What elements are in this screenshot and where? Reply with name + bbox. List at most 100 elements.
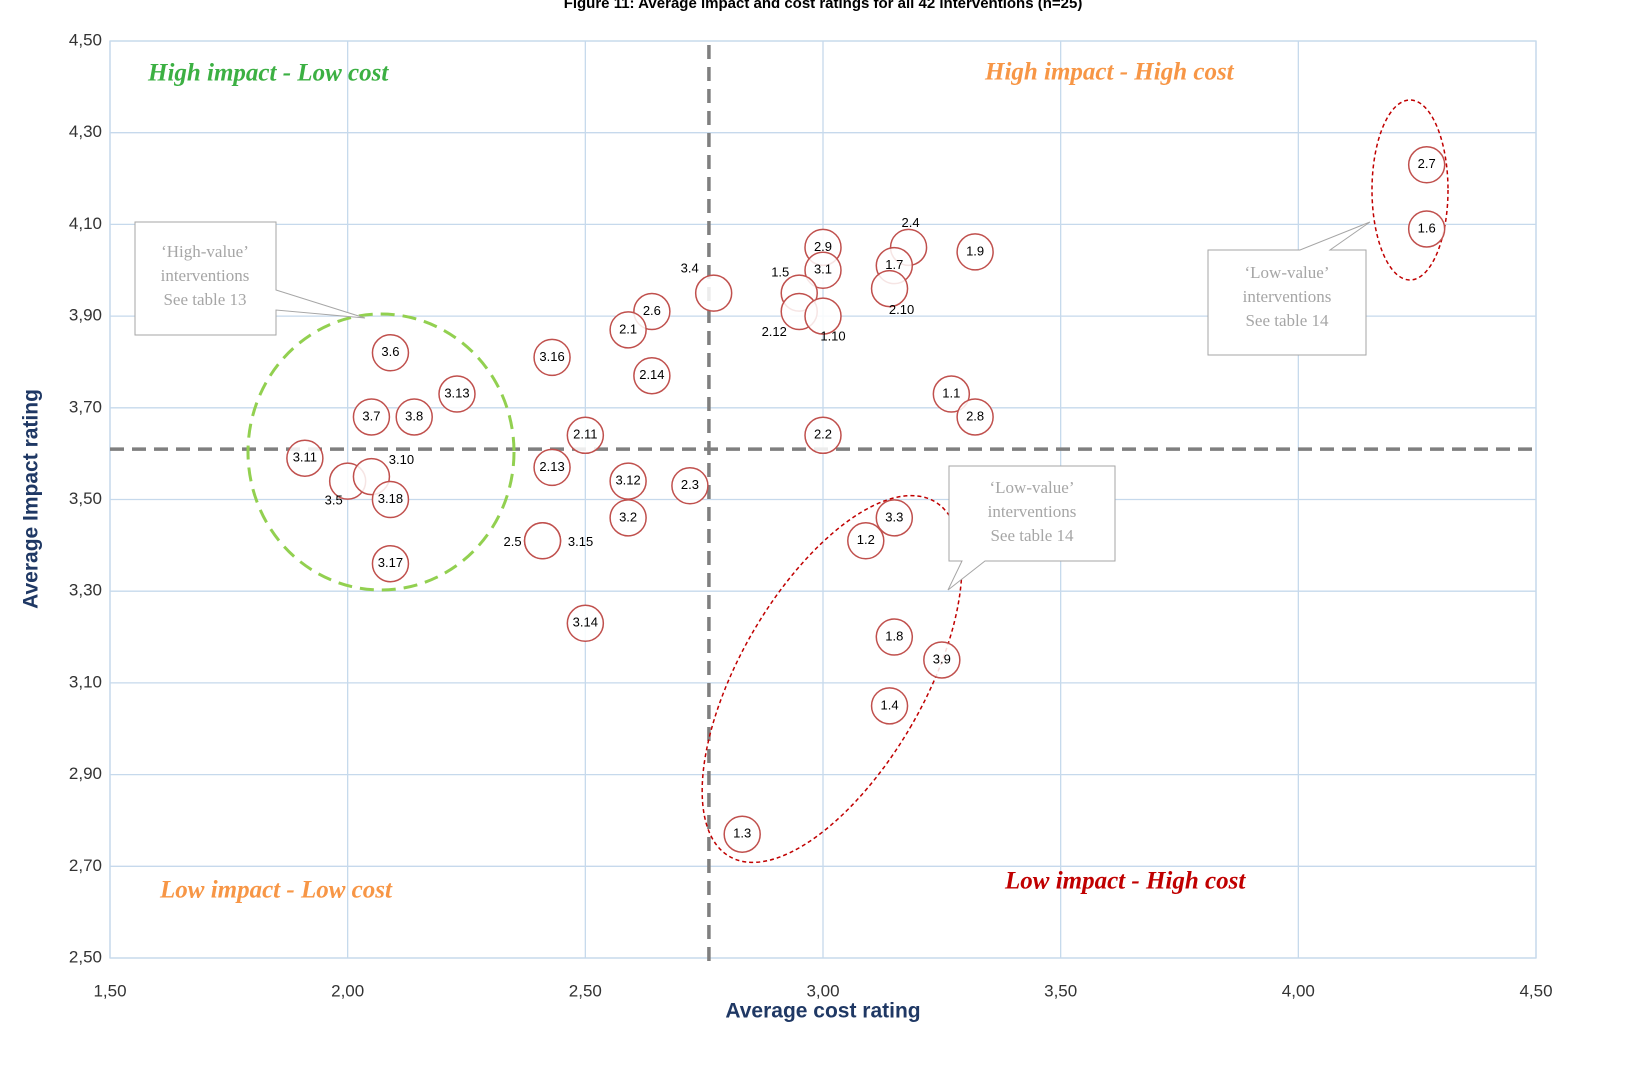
point — [723, 815, 761, 853]
quadrant-label: Low impact - Low cost — [159, 877, 393, 904]
point-label: 3.11 — [293, 450, 317, 465]
y-tick-label: 2,70 — [69, 856, 102, 875]
x-tick-label: 4,50 — [1519, 981, 1552, 1000]
x-axis-label: Average cost rating — [725, 1000, 920, 1023]
point — [875, 499, 914, 537]
callout-text: ‘Low-value’ — [1245, 263, 1330, 282]
callout-text: interventions — [161, 266, 250, 285]
point — [523, 522, 562, 560]
point — [932, 375, 971, 413]
point — [804, 297, 842, 335]
y-tick-label: 4,50 — [69, 30, 102, 49]
point — [870, 269, 909, 308]
point-label: 2.11 — [573, 427, 597, 442]
point — [352, 398, 391, 436]
x-tick-label: 1,50 — [93, 981, 126, 1000]
point — [371, 544, 410, 583]
point-label: 3.15 — [568, 534, 593, 549]
point-label: 2.14 — [639, 367, 664, 382]
high-value-circle — [246, 312, 516, 592]
quadrant-label: Low impact - High cost — [1004, 868, 1246, 895]
point-label: 1.8 — [885, 628, 903, 643]
y-tick-label: 3,10 — [69, 672, 102, 691]
point-label: 3.8 — [405, 408, 423, 423]
callout-text: ‘Low-value’ — [990, 478, 1075, 497]
callout-box — [134, 221, 366, 336]
callout-text: See table 13 — [163, 290, 246, 309]
point-label: 3.1 — [814, 262, 832, 277]
point-label: 2.6 — [643, 303, 661, 318]
point-label: 2.7 — [1418, 156, 1436, 171]
point-label: 3.12 — [615, 473, 640, 488]
callout-text: interventions — [1243, 287, 1332, 306]
point — [286, 439, 324, 477]
point — [633, 356, 671, 395]
x-tick-label: 3,00 — [806, 981, 839, 1000]
point-label: 1.5 — [771, 265, 789, 280]
x-tick-label: 2,50 — [569, 981, 602, 1000]
point-label: 3.9 — [933, 651, 951, 666]
low-value-ellipse — [701, 494, 963, 864]
point-label: 3.13 — [444, 385, 469, 400]
point-label: 2.9 — [814, 239, 832, 254]
point-label: 1.9 — [966, 243, 984, 258]
point — [566, 604, 605, 643]
x-tick-label: 3,50 — [1044, 981, 1077, 1000]
point — [694, 274, 733, 312]
y-axis-label: Average Impact rating — [20, 389, 43, 609]
point — [847, 522, 885, 560]
point-label: 3.2 — [619, 509, 637, 524]
point — [956, 398, 994, 436]
callout-text: See table 14 — [990, 526, 1074, 545]
point-label: 3.10 — [389, 452, 414, 467]
y-tick-label: 4,10 — [69, 214, 102, 233]
point — [609, 311, 647, 349]
point-label: 3.5 — [325, 493, 343, 508]
point — [1407, 210, 1446, 248]
point-label: 3.17 — [378, 555, 403, 570]
callout-box — [947, 465, 1116, 591]
point-label: 2.2 — [814, 427, 832, 442]
quadrant-label: High impact - Low cost — [147, 60, 389, 87]
point-label: 3.4 — [681, 261, 699, 276]
y-tick-label: 3,50 — [69, 489, 102, 508]
point-label: 3.18 — [378, 491, 403, 506]
point-label: 3.7 — [362, 408, 380, 423]
point — [371, 480, 410, 519]
shapes — [134, 99, 1449, 864]
point — [438, 375, 476, 413]
y-tick-label: 3,90 — [69, 306, 102, 325]
point-label: 3.14 — [573, 615, 598, 630]
point — [1407, 146, 1446, 184]
y-tick-label: 3,30 — [69, 581, 102, 600]
point — [533, 338, 571, 377]
chart-title: Figure 11: Average impact and cost ratin… — [564, 0, 1083, 12]
point-label: 1.2 — [857, 532, 875, 547]
quadrant-label: High impact - High cost — [984, 59, 1235, 86]
y-tick-label: 4,30 — [69, 122, 102, 141]
point-label: 2.10 — [889, 302, 914, 317]
point — [371, 334, 410, 372]
point — [875, 618, 914, 656]
y-tick-label: 2,50 — [69, 947, 102, 966]
point-label: 3.3 — [885, 509, 903, 524]
point — [395, 398, 433, 436]
low-value-ellipse — [1371, 99, 1449, 281]
x-tick-label: 4,00 — [1282, 981, 1315, 1000]
y-tick-label: 3,70 — [69, 397, 102, 416]
point — [923, 641, 961, 679]
point-label: 2.5 — [504, 534, 522, 549]
point — [870, 687, 909, 725]
point-label: 1.7 — [885, 257, 903, 272]
point-label: 1.10 — [820, 329, 845, 344]
point-label: 1.4 — [881, 697, 899, 712]
point-label: 2.8 — [966, 408, 984, 423]
point — [804, 251, 842, 289]
marks: 2.7 1.6 1.9 2.4 2.9 3.1 1.7 1.5 2.10 2.12 1.10 3.4 2… — [286, 146, 1446, 853]
callout-box — [1207, 221, 1371, 356]
point — [533, 448, 571, 487]
point-label: 3.6 — [381, 344, 399, 359]
point-label: 2.3 — [681, 477, 699, 492]
point-label: 3.16 — [539, 349, 564, 364]
